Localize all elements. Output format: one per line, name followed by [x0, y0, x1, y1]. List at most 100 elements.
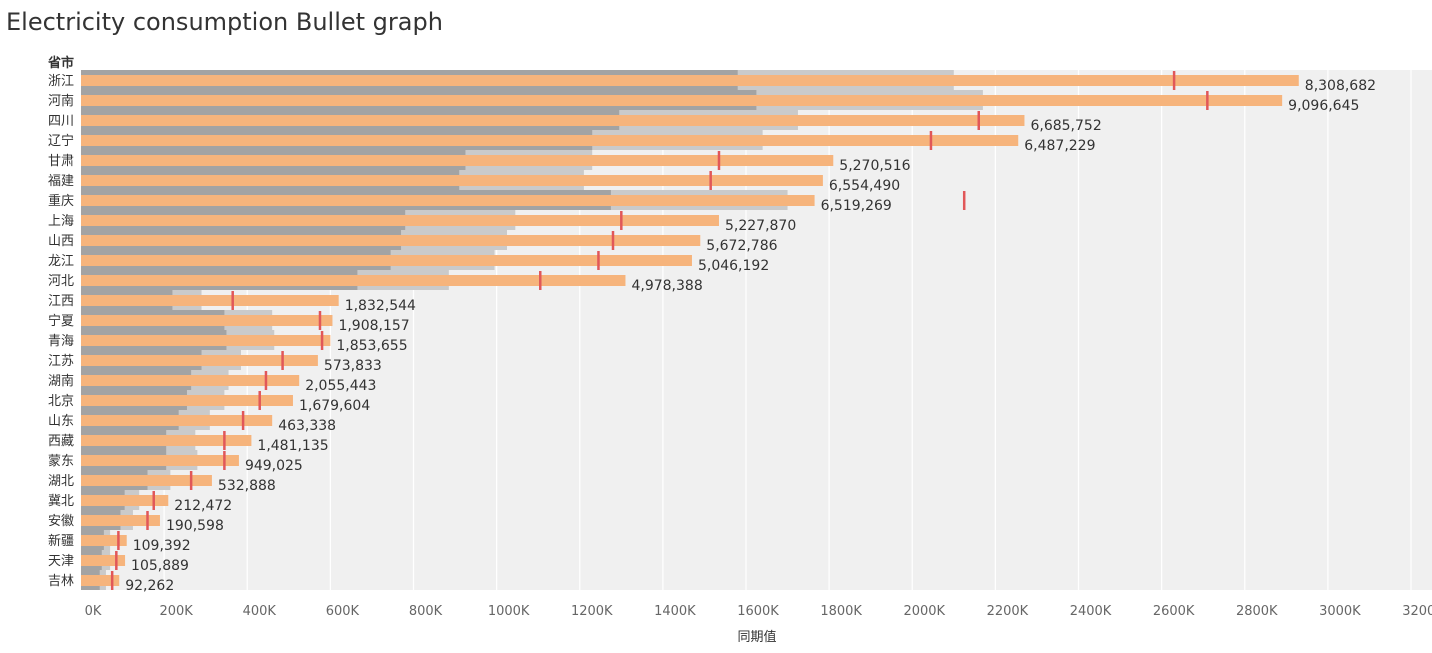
category-label: 湖北	[48, 474, 74, 489]
measure-bar	[81, 255, 692, 266]
target-marker	[146, 511, 149, 530]
measure-bar	[81, 75, 1299, 86]
category-label: 山东	[48, 414, 74, 429]
measure-bar	[81, 295, 339, 306]
x-tick-label: 2000K	[903, 604, 945, 619]
category-label: 安徽	[48, 514, 74, 529]
chart-title: Electricity consumption Bullet graph	[6, 8, 443, 36]
value-label: 573,833	[324, 358, 382, 374]
target-marker	[597, 251, 600, 270]
x-tick-label: 400K	[243, 604, 277, 619]
value-label: 6,554,490	[829, 178, 900, 194]
category-label: 青海	[48, 334, 74, 349]
x-tick-label: 1200K	[571, 604, 613, 619]
x-tick-label: 3000K	[1319, 604, 1361, 619]
category-label: 河南	[48, 93, 74, 109]
target-marker	[539, 271, 542, 290]
value-label: 92,262	[125, 578, 174, 594]
row-header: 省市	[47, 55, 74, 71]
value-label: 9,096,645	[1288, 98, 1359, 114]
x-tick-label: 2800K	[1236, 604, 1278, 619]
value-label: 532,888	[218, 478, 276, 494]
value-label: 6,487,229	[1024, 138, 1095, 154]
category-label: 湖南	[48, 373, 74, 389]
value-label: 2,055,443	[305, 378, 376, 394]
category-label: 天津	[48, 554, 74, 569]
category-label: 西藏	[48, 434, 74, 449]
target-marker	[977, 111, 980, 130]
value-label: 212,472	[174, 498, 232, 514]
measure-bar	[81, 435, 252, 446]
x-axis-title: 同期值	[737, 629, 776, 645]
measure-bar	[81, 395, 293, 406]
target-marker	[717, 151, 721, 170]
measure-bar	[81, 355, 318, 366]
category-label: 甘肃	[48, 154, 74, 169]
value-label: 1,853,655	[336, 338, 407, 354]
target-marker	[231, 291, 234, 310]
category-label: 山西	[48, 234, 74, 249]
target-marker	[110, 571, 114, 590]
value-labels: 8,308,682 9,096,645 6,685,752 6,487,229 5,27…	[125, 78, 1376, 594]
value-label: 6,685,752	[1030, 118, 1101, 134]
measure-bar	[81, 455, 239, 466]
measure-bar	[81, 195, 815, 206]
measure-bar	[81, 515, 160, 526]
x-tick-label: 800K	[409, 604, 443, 619]
x-tick-label: 2600K	[1153, 604, 1195, 619]
measure-bar	[81, 375, 300, 386]
value-label: 109,392	[133, 538, 191, 554]
measure-bar	[81, 155, 834, 166]
x-tick-label: 2400K	[1070, 604, 1112, 619]
category-label: 冀北	[48, 493, 74, 509]
value-label: 1,481,135	[257, 438, 328, 454]
target-marker	[611, 231, 615, 250]
target-marker	[241, 411, 245, 430]
target-marker	[264, 371, 268, 390]
measure-bar	[81, 95, 1283, 106]
measure-bar	[81, 315, 333, 326]
value-label: 6,519,269	[821, 198, 892, 214]
target-marker	[152, 491, 155, 510]
x-tick-label: 0K	[85, 604, 102, 619]
value-label: 5,046,192	[698, 258, 769, 274]
value-label: 5,672,786	[706, 238, 777, 254]
measure-bar	[81, 475, 212, 486]
value-label: 105,889	[131, 558, 189, 574]
measure-bar	[81, 555, 126, 566]
x-axis-ticks: 0K 200K 400K 600K 800K 1000K 1200K 1400K 1600K 18…	[85, 604, 1432, 619]
value-label: 949,025	[245, 458, 303, 474]
target-marker	[709, 171, 712, 190]
category-label: 辽宁	[48, 133, 74, 149]
value-label: 8,308,682	[1305, 78, 1376, 94]
category-label: 江西	[48, 294, 74, 309]
x-tick-label: 1800K	[820, 604, 862, 619]
category-label: 福建	[48, 174, 74, 189]
category-label: 吉林	[48, 574, 74, 589]
measure-bar	[81, 575, 120, 586]
target-marker	[962, 191, 966, 210]
measure-bars	[81, 75, 1299, 586]
measure-bar	[81, 335, 331, 346]
measure-bar	[81, 115, 1025, 126]
target-marker	[189, 471, 193, 490]
category-label: 蒙东	[48, 454, 74, 469]
value-label: 4,978,388	[631, 278, 702, 294]
measure-bar	[81, 415, 273, 426]
value-label: 5,227,870	[725, 218, 796, 234]
value-label: 5,270,516	[839, 158, 910, 174]
category-label: 北京	[48, 394, 74, 409]
target-marker	[115, 551, 118, 570]
x-tick-label: 3200K	[1402, 604, 1432, 619]
value-label: 1,679,604	[299, 398, 370, 414]
measure-bar	[81, 535, 127, 546]
measure-bar	[81, 215, 719, 226]
target-marker	[929, 131, 933, 150]
x-tick-label: 1600K	[737, 604, 779, 619]
target-marker	[320, 331, 324, 350]
target-markers	[110, 71, 1209, 590]
category-label: 四川	[48, 114, 74, 129]
target-marker	[258, 391, 261, 410]
category-label: 新疆	[48, 533, 74, 549]
